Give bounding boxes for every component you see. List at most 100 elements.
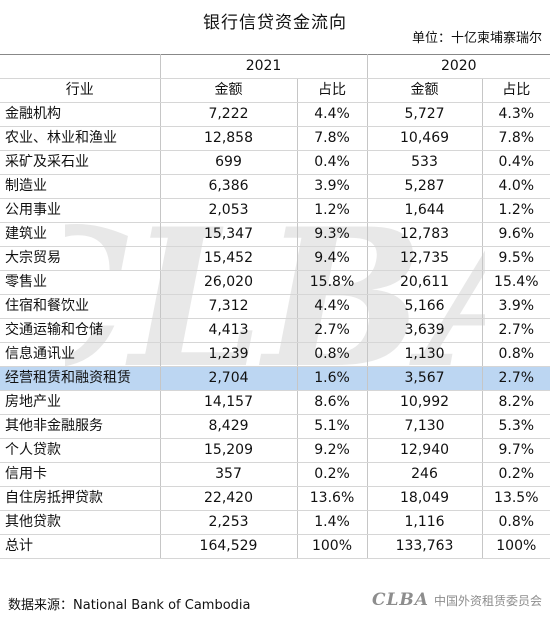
amount-2021-cell: 1,239 [159, 342, 298, 367]
share-2020-cell: 0.8% [481, 342, 550, 367]
share-2020-cell: 8.2% [481, 390, 550, 415]
amount-2020-cell: 18,049 [366, 486, 483, 511]
table-row: 采矿及采石业 699 0.4% 533 0.4% [0, 150, 550, 175]
share-2021-cell: 1.6% [296, 366, 368, 391]
share-2020-cell: 3.9% [481, 294, 550, 319]
amount-2021-cell: 2,053 [159, 198, 298, 223]
amount-2021-cell: 15,209 [159, 438, 298, 463]
brand-mark: CLBA [371, 590, 429, 610]
share-2020-cell: 4.3% [481, 102, 550, 127]
row-label: 信息通讯业 [0, 342, 161, 367]
row-label: 经营租赁和融资租赁 [0, 366, 161, 391]
row-label: 其他非金融服务 [0, 414, 161, 439]
amount-2021-cell: 2,704 [159, 366, 298, 391]
row-label: 房地产业 [0, 390, 161, 415]
amount-2021-cell: 26,020 [159, 270, 298, 295]
amount-2021-cell: 22,420 [159, 486, 298, 511]
row-label: 其他贷款 [0, 510, 161, 535]
share-2021-cell: 2.7% [296, 318, 368, 343]
row-label: 信用卡 [0, 462, 161, 487]
year-header-row: 2021 2020 [0, 54, 550, 79]
share-2021-cell: 13.6% [296, 486, 368, 511]
share-2020-cell: 0.4% [481, 150, 550, 175]
row-label: 金融机构 [0, 102, 161, 127]
amount-2020-cell: 3,567 [366, 366, 483, 391]
year-2021-header: 2021 [159, 54, 368, 79]
table-row: 农业、林业和渔业 12,858 7.8% 10,469 7.8% [0, 126, 550, 151]
share-2021-cell: 7.8% [296, 126, 368, 151]
share-2020-cell: 0.2% [481, 462, 550, 487]
amount-2020-cell: 5,166 [366, 294, 483, 319]
table-row: 金融机构 7,222 4.4% 5,727 4.3% [0, 102, 550, 127]
table-row: 总计 164,529 100% 133,763 100% [0, 534, 550, 559]
share-2020-cell: 15.4% [481, 270, 550, 295]
column-header-row: 行业 金额 占比 金额 占比 [0, 78, 550, 103]
header-industry: 行业 [0, 78, 161, 103]
amount-2021-cell: 7,312 [159, 294, 298, 319]
amount-2021-cell: 164,529 [159, 534, 298, 559]
row-label: 建筑业 [0, 222, 161, 247]
amount-2021-cell: 2,253 [159, 510, 298, 535]
amount-2021-cell: 15,452 [159, 246, 298, 271]
share-2020-cell: 2.7% [481, 318, 550, 343]
source-note: 数据来源：National Bank of Cambodia [8, 598, 251, 613]
amount-2020-cell: 12,735 [366, 246, 483, 271]
share-2021-cell: 4.4% [296, 294, 368, 319]
credit-flow-table: 2021 2020 行业 金额 占比 金额 占比 金融机构 7,222 4.4% 5,… [0, 54, 550, 559]
share-2021-cell: 5.1% [296, 414, 368, 439]
share-2021-cell: 1.4% [296, 510, 368, 535]
amount-2020-cell: 10,469 [366, 126, 483, 151]
amount-2020-cell: 1,130 [366, 342, 483, 367]
amount-2020-cell: 533 [366, 150, 483, 175]
row-label: 零售业 [0, 270, 161, 295]
amount-2021-cell: 7,222 [159, 102, 298, 127]
amount-2020-cell: 10,992 [366, 390, 483, 415]
amount-2020-cell: 1,644 [366, 198, 483, 223]
year-2020-header: 2020 [366, 54, 550, 79]
share-2021-cell: 0.2% [296, 462, 368, 487]
share-2020-cell: 13.5% [481, 486, 550, 511]
amount-2021-cell: 8,429 [159, 414, 298, 439]
table-row: 个人贷款 15,209 9.2% 12,940 9.7% [0, 438, 550, 463]
share-2021-cell: 3.9% [296, 174, 368, 199]
share-2020-cell: 1.2% [481, 198, 550, 223]
amount-2020-cell: 12,783 [366, 222, 483, 247]
share-2021-cell: 15.8% [296, 270, 368, 295]
table-row: 住宿和餐饮业 7,312 4.4% 5,166 3.9% [0, 294, 550, 319]
header-share-2021: 占比 [296, 78, 368, 103]
row-label: 总计 [0, 534, 161, 559]
amount-2020-cell: 20,611 [366, 270, 483, 295]
table-row: 经营租赁和融资租赁 2,704 1.6% 3,567 2.7% [0, 366, 550, 391]
table-row: 制造业 6,386 3.9% 5,287 4.0% [0, 174, 550, 199]
share-2021-cell: 0.4% [296, 150, 368, 175]
page-title: 银行信贷资金流向 [203, 13, 347, 33]
row-label: 公用事业 [0, 198, 161, 223]
amount-2020-cell: 246 [366, 462, 483, 487]
amount-2021-cell: 6,386 [159, 174, 298, 199]
table-row: 大宗贸易 15,452 9.4% 12,735 9.5% [0, 246, 550, 271]
share-2020-cell: 9.6% [481, 222, 550, 247]
share-2020-cell: 7.8% [481, 126, 550, 151]
row-label: 交通运输和仓储 [0, 318, 161, 343]
table-row: 信用卡 357 0.2% 246 0.2% [0, 462, 550, 487]
amount-2021-cell: 12,858 [159, 126, 298, 151]
share-2020-cell: 2.7% [481, 366, 550, 391]
table-row: 其他贷款 2,253 1.4% 1,116 0.8% [0, 510, 550, 535]
amount-2021-cell: 699 [159, 150, 298, 175]
row-label: 农业、林业和渔业 [0, 126, 161, 151]
amount-2021-cell: 4,413 [159, 318, 298, 343]
unit-label: 单位：十亿柬埔寨瑞尔 [411, 31, 542, 46]
row-label: 制造业 [0, 174, 161, 199]
table-row: 建筑业 15,347 9.3% 12,783 9.6% [0, 222, 550, 247]
table-row: 信息通讯业 1,239 0.8% 1,130 0.8% [0, 342, 550, 367]
table-row: 自住房抵押贷款 22,420 13.6% 18,049 13.5% [0, 486, 550, 511]
row-label: 大宗贸易 [0, 246, 161, 271]
share-2020-cell: 5.3% [481, 414, 550, 439]
amount-2020-cell: 5,727 [366, 102, 483, 127]
amount-2021-cell: 357 [159, 462, 298, 487]
amount-2021-cell: 14,157 [159, 390, 298, 415]
amount-2020-cell: 133,763 [366, 534, 483, 559]
table-row: 其他非金融服务 8,429 5.1% 7,130 5.3% [0, 414, 550, 439]
row-label: 自住房抵押贷款 [0, 486, 161, 511]
share-2021-cell: 0.8% [296, 342, 368, 367]
